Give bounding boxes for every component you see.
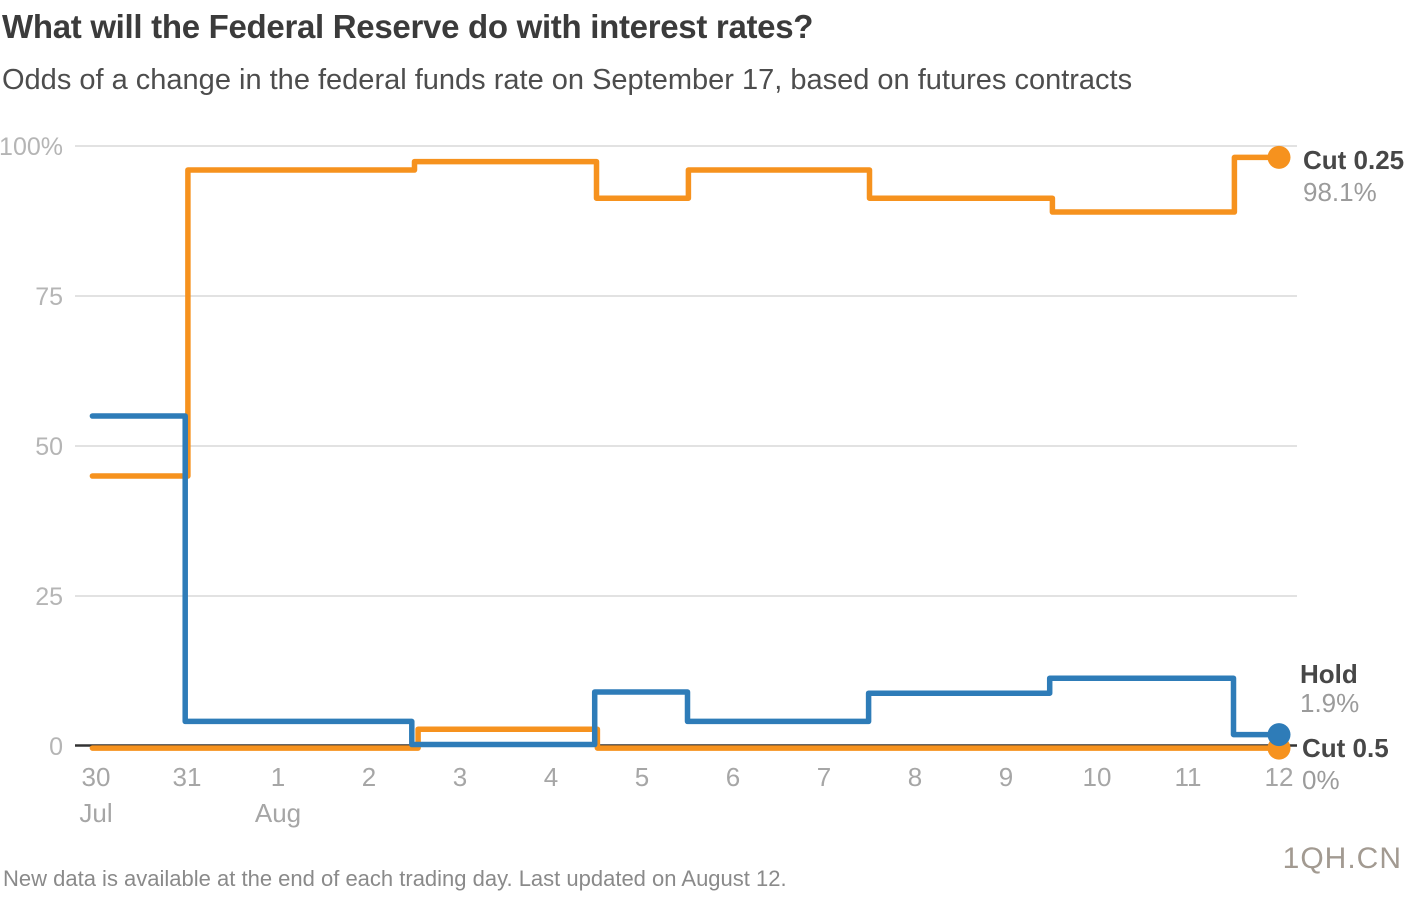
x-axis-tick-label: 2 [362,762,376,792]
x-axis-tick-label: 12 [1265,762,1294,792]
x-axis-tick-label: 5 [635,762,649,792]
series-end-dot-hold [1267,723,1291,747]
chart-title: What will the Federal Reserve do with in… [2,8,814,45]
x-axis-tick-label: 30 [82,762,111,792]
x-axis-tick-label: 4 [544,762,558,792]
y-axis-tick-label: 50 [35,433,63,461]
series-line-hold [89,413,1282,748]
y-axis-tick-label: 100% [0,133,63,161]
series-line-cut-0-5 [89,726,1282,751]
series-line-cut-0-25 [89,154,1282,479]
series-end-label-hold: Hold [1300,659,1358,689]
y-axis-tick-label: 25 [35,583,63,611]
x-axis-tick-label: 31 [173,762,202,792]
chart-subtitle: Odds of a change in the federal funds ra… [2,64,1133,96]
x-axis-tick-label: 7 [817,762,831,792]
month-label: Jul [79,798,112,828]
x-axis-tick-label: 3 [453,762,467,792]
x-axis-tick-label: 9 [999,762,1013,792]
series-end-dot-cut-0-25 [1267,145,1291,169]
y-axis-tick-label: 0 [49,733,63,761]
series-end-label-cut-0-25: Cut 0.25 [1303,145,1404,175]
month-label: Aug [255,798,301,828]
series-end-value-cut-0-25: 98.1% [1303,177,1377,207]
x-axis-tick-label: 1 [271,762,285,792]
series-end-label-cut-0-5: Cut 0.5 [1302,733,1389,763]
x-axis-tick-label: 6 [726,762,740,792]
x-axis-tick-label: 8 [908,762,922,792]
watermark: 1QH.CN [1282,842,1402,875]
series-end-value-cut-0-5: 0% [1302,765,1340,795]
series-end-value-hold: 1.9% [1300,688,1359,718]
chart-footnote: New data is available at the end of each… [3,866,787,891]
x-axis-tick-label: 10 [1083,762,1112,792]
y-axis-tick-label: 75 [35,283,63,311]
x-axis-tick-label: 11 [1175,762,1202,792]
